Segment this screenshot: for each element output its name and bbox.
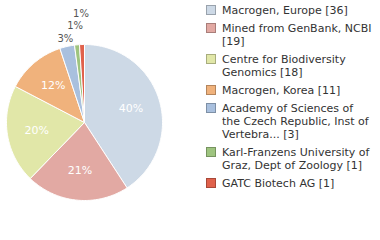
html-text:Academy of Sciences of the Cze: Academy of Sciences of the Czech Republi… xyxy=(222,102,369,141)
html-text:GATC Biotech AG [1]: GATC Biotech AG [1] xyxy=(222,177,335,190)
html-text:Macrogen, Europe [36]: Macrogen, Europe [36] xyxy=(222,4,348,17)
svg-text:1%: 1% xyxy=(67,20,83,31)
html-text:Macrogen, Korea [11]: Macrogen, Korea [11] xyxy=(222,84,341,97)
svg-text:20%: 20% xyxy=(25,124,49,137)
svg-text:1%: 1% xyxy=(73,8,89,19)
svg-text:21%: 21% xyxy=(68,164,92,177)
html-text:Karl-Franzens University of Gr: Karl-Franzens University of Graz, Dept o… xyxy=(222,146,370,172)
html-text:Centre for Biodiversity Genomi: Centre for Biodiversity Genomics [18] xyxy=(222,53,346,79)
svg-text:40%: 40% xyxy=(119,102,143,115)
svg-text:12%: 12% xyxy=(41,79,65,92)
svg-text:3%: 3% xyxy=(57,33,73,44)
html-text:Mined from GenBank, NCBI [19]: Mined from GenBank, NCBI [19] xyxy=(222,22,372,48)
